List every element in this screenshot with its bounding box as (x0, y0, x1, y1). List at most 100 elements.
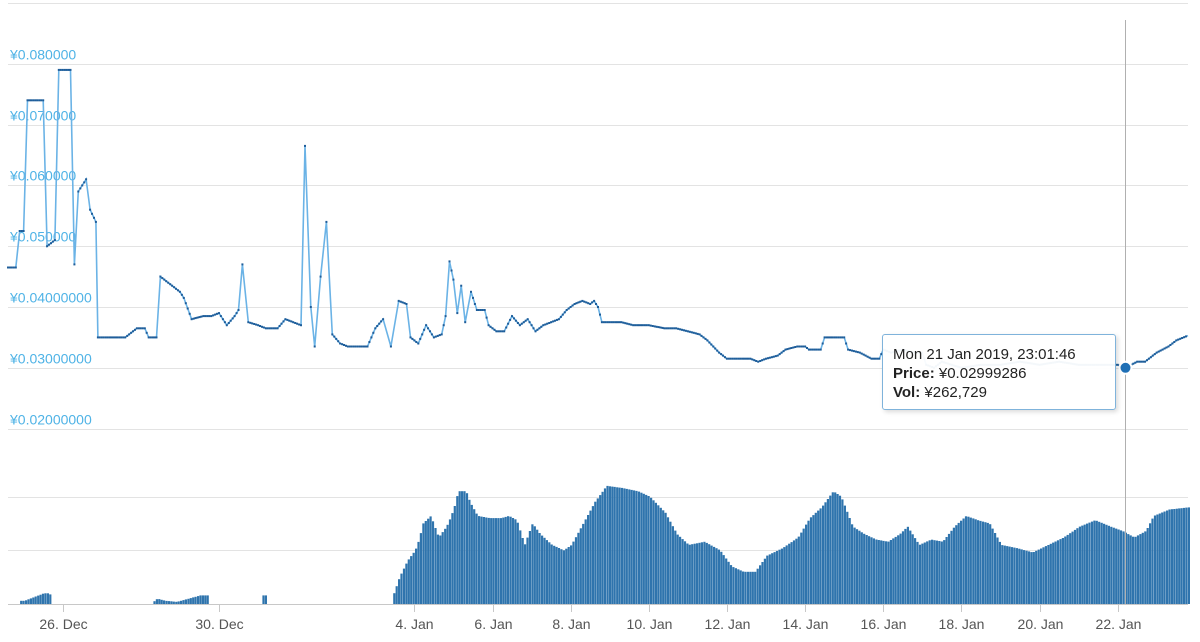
price-marker (284, 318, 287, 321)
price-marker (83, 181, 86, 184)
price-marker (63, 68, 66, 71)
volume-bar (807, 520, 810, 604)
volume-bar (468, 499, 471, 604)
price-marker (714, 347, 717, 350)
volume-bar (868, 536, 871, 604)
volume-bar (37, 595, 40, 604)
price-marker (1183, 336, 1186, 339)
volume-bar (446, 524, 449, 604)
volume-bar (1061, 538, 1064, 604)
volume-bar (177, 601, 180, 604)
price-marker (130, 331, 133, 334)
price-marker (18, 230, 21, 232)
volume-bar (790, 542, 793, 604)
price-marker (698, 333, 701, 336)
highlighted-point[interactable] (1118, 360, 1133, 375)
volume-bar (737, 569, 740, 604)
volume-bar (494, 518, 498, 604)
volume-bar (1030, 552, 1033, 604)
price-marker (34, 99, 37, 102)
volume-bar (957, 522, 960, 604)
volume-bar (872, 538, 875, 604)
volume-bar (594, 501, 597, 604)
volume-bar (175, 601, 178, 604)
price-marker (505, 326, 508, 329)
price-marker (852, 350, 855, 353)
price-marker (538, 327, 541, 330)
price-marker (85, 178, 88, 181)
price-marker (286, 318, 289, 321)
price-marker (694, 332, 697, 335)
price-marker (346, 345, 349, 348)
volume-bar (659, 507, 662, 604)
volume-bar (914, 538, 917, 604)
price-marker (587, 302, 590, 305)
price-marker (290, 320, 293, 323)
price-marker (565, 309, 568, 311)
price-marker (67, 68, 70, 71)
price-marker (870, 357, 873, 360)
price-marker (65, 68, 68, 71)
volume-bar (407, 559, 410, 604)
price-marker (868, 356, 871, 359)
price-marker (163, 278, 166, 281)
volume-bar (424, 521, 427, 604)
volume-bar (548, 542, 551, 604)
volume-bar (676, 534, 679, 604)
price-marker (546, 322, 549, 325)
price-marker (665, 327, 668, 330)
volume-bar (475, 513, 478, 604)
price-marker (180, 293, 183, 296)
volume-bar (608, 486, 611, 604)
volume-bar (25, 600, 28, 604)
price-marker (815, 348, 818, 351)
price-marker (753, 359, 756, 362)
price-marker (571, 304, 574, 307)
price-marker (135, 327, 138, 330)
price-marker (448, 260, 451, 263)
price-marker (556, 318, 558, 321)
price-marker (524, 319, 527, 322)
price-marker (7, 266, 9, 269)
price-marker (182, 296, 185, 299)
volume-bar (703, 541, 706, 604)
volume-bar (817, 510, 820, 604)
price-marker (171, 284, 174, 287)
price-marker (1177, 338, 1180, 341)
volume-bar (674, 530, 677, 604)
volume-bar (1037, 549, 1040, 604)
price-marker (343, 344, 345, 346)
price-marker (333, 335, 336, 338)
volume-bar (875, 539, 878, 604)
price-marker (645, 324, 648, 327)
price-marker (20, 230, 23, 232)
price-marker (225, 324, 228, 327)
price-marker (509, 318, 512, 321)
volume-bar (405, 563, 408, 604)
volume-bar (596, 498, 599, 604)
volume-bar (623, 488, 626, 604)
volume-bar (923, 542, 926, 604)
volume-bar (865, 535, 868, 604)
price-marker (48, 243, 50, 246)
volume-bar (691, 544, 694, 604)
price-marker (677, 327, 680, 330)
volume-bar (1025, 550, 1028, 604)
volume-bar (463, 491, 466, 604)
volume-bar (262, 595, 265, 604)
price-marker (624, 322, 627, 325)
price-marker (108, 336, 111, 339)
volume-bar (650, 497, 653, 604)
price-marker (331, 333, 334, 336)
volume-bar (824, 502, 827, 604)
price-marker (718, 351, 721, 354)
price-marker (1136, 360, 1139, 363)
volume-bar (863, 533, 866, 604)
price-marker (1151, 354, 1154, 357)
volume-bar (768, 554, 771, 604)
price-marker (261, 325, 263, 328)
price-marker (472, 296, 474, 299)
volume-bar (984, 522, 987, 604)
price-marker (817, 348, 820, 351)
